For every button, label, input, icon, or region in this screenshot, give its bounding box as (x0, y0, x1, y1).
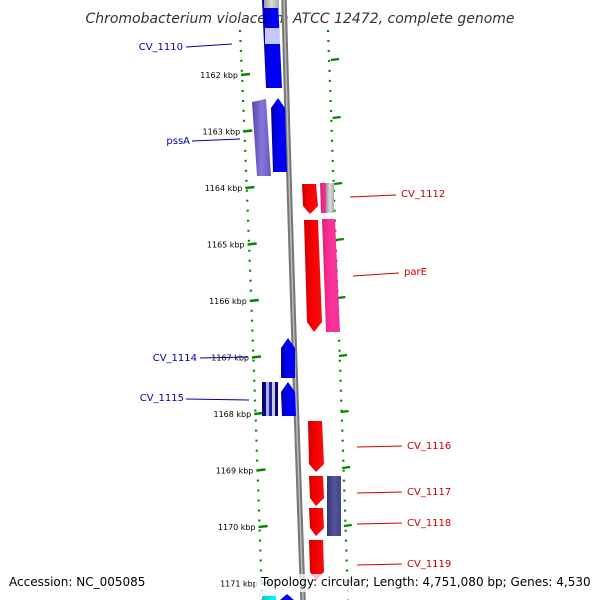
gene-cv1115-stripe-2 (272, 382, 275, 416)
gene-label[interactable]: CV_1116 (407, 441, 451, 452)
footer-summary-backdrop (255, 574, 597, 592)
scale-tick-label: 1169 kbp (216, 467, 254, 476)
gene-label-leader (199, 356, 249, 359)
gene-label[interactable]: CV_1115 (140, 393, 184, 404)
scale-tick-label: 1163 kbp (202, 128, 240, 137)
scale-tick-label: 1171 kbp (220, 580, 258, 589)
gene-pare-arrow[interactable] (304, 220, 322, 332)
gene-pssa-arrow[interactable] (271, 98, 287, 172)
scale-tick-mark (243, 129, 253, 133)
right-track-tick (337, 295, 346, 300)
gene-label-leader (352, 272, 400, 277)
gene-label[interactable]: pssA (166, 136, 190, 147)
right-track-tick (340, 409, 349, 414)
gene-label[interactable]: CV_1112 (401, 189, 445, 200)
scale-tick-mark (249, 298, 259, 303)
gene-cv1116-arrow[interactable] (308, 421, 324, 472)
scale-tick-label: 1166 kbp (209, 297, 247, 306)
gene-cv1118-arrow[interactable] (309, 508, 324, 536)
right-track-tick (342, 465, 351, 470)
gene-label-leader (356, 563, 403, 566)
scale-tick-mark (256, 468, 266, 472)
gene-label[interactable]: CV_1117 (407, 487, 451, 498)
gene-label[interactable]: CV_1114 (153, 353, 197, 364)
gene-cv1117-arrow[interactable] (309, 476, 324, 506)
footer: Accession: NC_005085 Topology: circular;… (9, 574, 597, 592)
gene-cv1115-stripe (266, 382, 269, 416)
right-track-tick (332, 115, 341, 120)
scale-tick-label: 1165 kbp (207, 241, 245, 250)
gene-label-leader (356, 491, 403, 494)
gene-pare-pink[interactable] (322, 219, 340, 332)
gene-label-leader (191, 138, 241, 142)
scale-tick-mark (254, 411, 264, 416)
accession-text: Accession: NC_005085 (9, 575, 145, 589)
gene-cv1115-arrow[interactable] (281, 382, 296, 416)
right-track-tick (330, 57, 340, 62)
gene-label-leader (185, 398, 250, 401)
scale-tick-label: 1167 kbp (211, 354, 249, 363)
gene-cv1112-grey (326, 183, 334, 213)
genome-summary-text: Topology: circular; Length: 4,751,080 bp… (260, 575, 591, 589)
scale-tick-label: 1164 kbp (205, 184, 243, 193)
gene-cv1110-highlight (264, 0, 279, 8)
scale-tick-mark (258, 524, 268, 529)
gene-label[interactable]: CV_1119 (407, 559, 451, 570)
gene-label-leader (349, 194, 397, 198)
gene-labels: CV_1110 pssA CV_1114 CV_1115 CV_1112 parE CV_1… (139, 42, 452, 570)
right-track-tick (343, 523, 352, 528)
gene-cv1115-block[interactable] (262, 382, 278, 416)
right-track-tick (334, 181, 343, 186)
scale-tick-mark (240, 72, 251, 77)
gene-label-leader (356, 522, 403, 525)
gene-cv1114-arrow[interactable] (281, 338, 295, 378)
gene-label[interactable]: CV_1110 (139, 42, 183, 53)
scale-tick-mark (247, 242, 257, 246)
gene-label-leader (185, 43, 233, 48)
gene-label[interactable]: parE (404, 267, 427, 278)
scale-tick-mark (245, 185, 255, 190)
gene-pssa-block[interactable] (252, 99, 271, 176)
scale-tick-label: 1170 kbp (218, 523, 256, 532)
gene-label-leader (356, 445, 403, 448)
gene-bottom-cyan[interactable] (262, 596, 276, 600)
genome-backbone-highlight (283, 0, 304, 600)
reverse-features (302, 183, 341, 580)
gene-cv1110-highlight-2 (265, 28, 280, 44)
forward-features (252, 0, 296, 600)
scale-tick-mark (251, 355, 262, 359)
map-title: Chromobacterium violaceum ATCC 12472, co… (85, 11, 514, 27)
scale-ticks: 1162 kbp 1163 kbp 1164 kbp 1165 kbp 1166 kbp… (200, 57, 354, 589)
scale-tick-label: 1168 kbp (213, 410, 251, 419)
right-track-tick (335, 237, 344, 242)
gene-cv1117-slate[interactable] (327, 476, 341, 536)
gene-label[interactable]: CV_1118 (407, 518, 451, 529)
scale-tick-label: 1162 kbp (200, 71, 238, 80)
gene-cv1112-arrow[interactable] (302, 184, 318, 214)
gene-bottom-blue[interactable] (280, 594, 294, 600)
gene-cv1119-arrow[interactable] (309, 540, 324, 580)
right-track-tick (338, 353, 348, 358)
